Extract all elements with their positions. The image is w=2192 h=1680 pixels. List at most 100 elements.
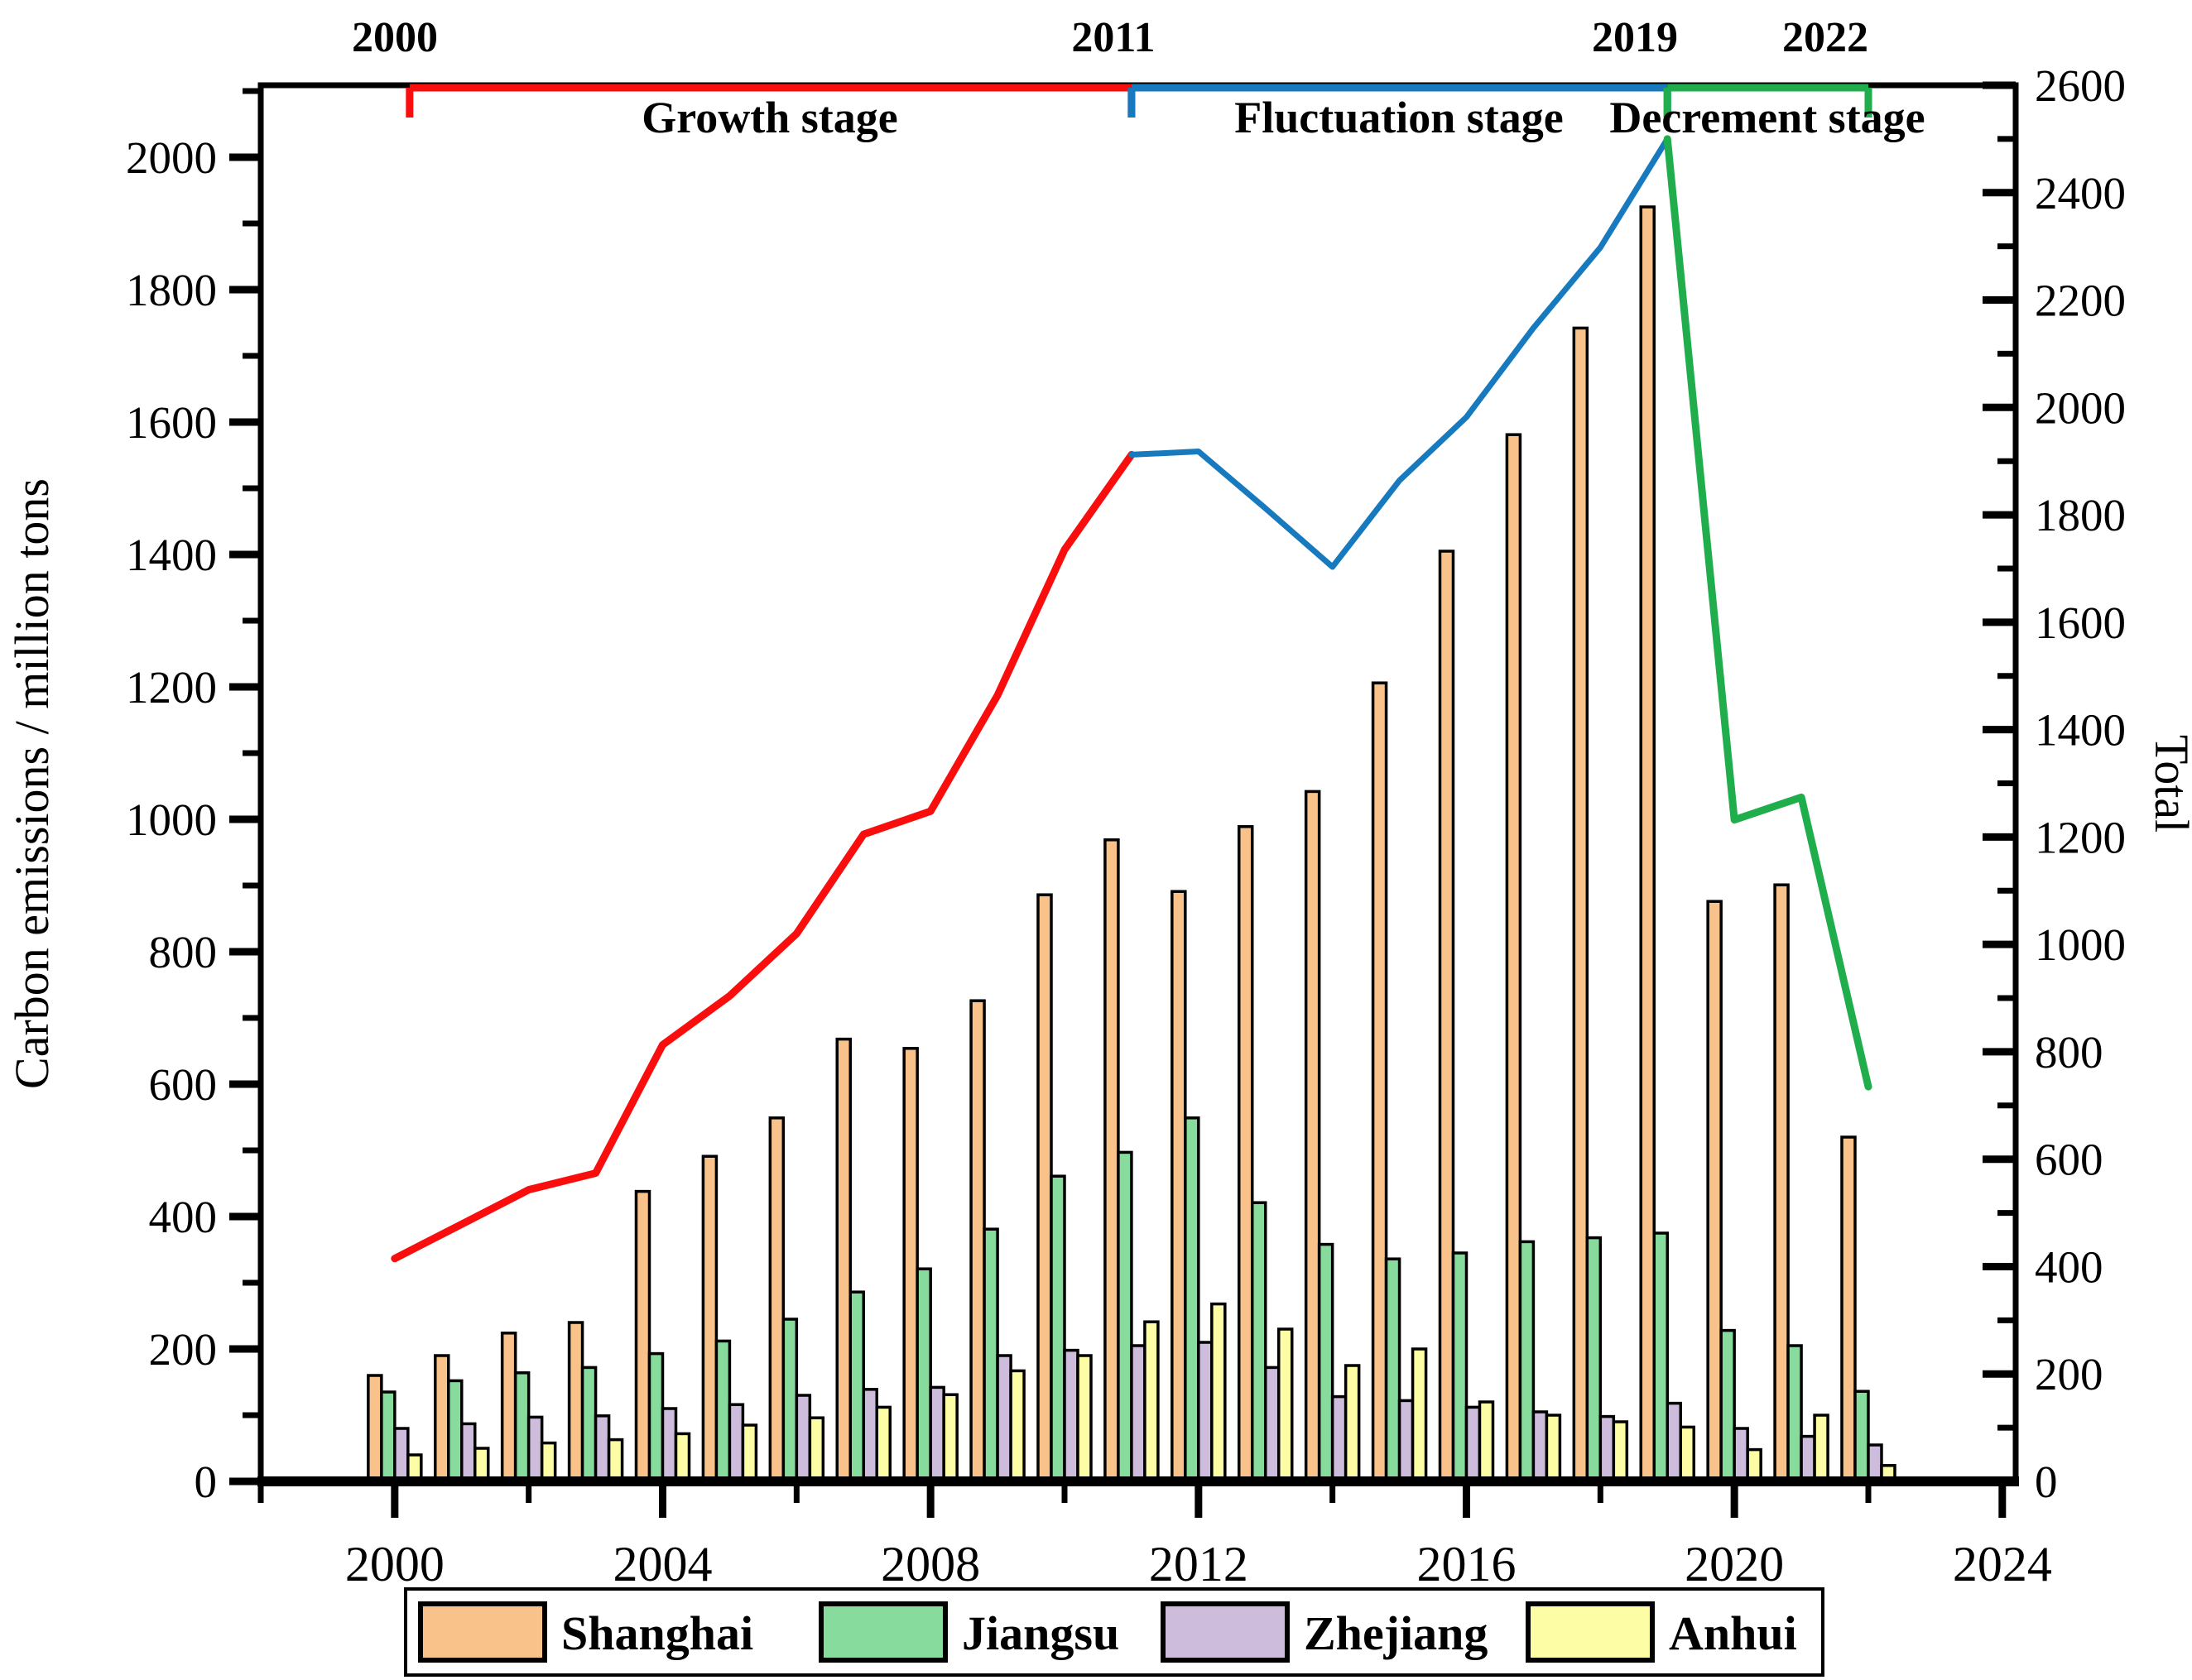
right-tick-label: 1600 bbox=[2035, 598, 2126, 648]
bar-jiangsu-2008 bbox=[916, 1267, 932, 1483]
left-tick-label: 1000 bbox=[126, 794, 217, 845]
bar-anhui-2006 bbox=[808, 1416, 825, 1483]
bar-shanghai-2008 bbox=[902, 1047, 919, 1483]
bar-anhui-2007 bbox=[875, 1405, 892, 1483]
bar-jiangsu-2009 bbox=[983, 1227, 999, 1483]
left-tick-label: 600 bbox=[149, 1059, 218, 1110]
right-tick-label: 1200 bbox=[2035, 812, 2126, 862]
right-tick-label: 2400 bbox=[2035, 168, 2126, 218]
bar-shanghai-2009 bbox=[969, 999, 986, 1483]
bar-zhejiang-2004 bbox=[661, 1407, 678, 1483]
bar-zhejiang-2000 bbox=[393, 1427, 410, 1483]
right-tick-label: 400 bbox=[2035, 1241, 2103, 1292]
bar-jiangsu-2001 bbox=[446, 1379, 464, 1483]
bar-zhejiang-2018 bbox=[1598, 1414, 1616, 1483]
bar-shanghai-2019 bbox=[1639, 205, 1656, 1483]
bar-zhejiang-2010 bbox=[1063, 1348, 1079, 1483]
left-tick-label: 0 bbox=[195, 1457, 218, 1507]
bar-jiangsu-2022 bbox=[1853, 1390, 1870, 1483]
bar-jiangsu-2005 bbox=[714, 1339, 732, 1483]
bar-anhui-2015 bbox=[1411, 1347, 1428, 1483]
bar-jiangsu-2011 bbox=[1117, 1150, 1133, 1483]
x-tick-label: 2004 bbox=[613, 1537, 712, 1591]
bar-anhui-2002 bbox=[540, 1441, 557, 1483]
x-tick-label: 2024 bbox=[1953, 1537, 2052, 1591]
bar-jiangsu-2014 bbox=[1317, 1242, 1334, 1483]
bar-anhui-2005 bbox=[741, 1423, 758, 1483]
bar-anhui-2016 bbox=[1478, 1400, 1495, 1483]
bar-zhejiang-2020 bbox=[1733, 1427, 1749, 1483]
bar-jiangsu-2019 bbox=[1652, 1231, 1669, 1483]
right-tick-label: 2200 bbox=[2035, 276, 2126, 326]
bar-zhejiang-2016 bbox=[1464, 1405, 1482, 1483]
right-tick-label: 0 bbox=[2035, 1457, 2058, 1507]
right-tick-label: 200 bbox=[2035, 1349, 2103, 1399]
bar-anhui-2013 bbox=[1276, 1327, 1294, 1483]
legend-label-anhui: Anhui bbox=[1669, 1606, 1797, 1660]
breakpoint-year-2022: 2022 bbox=[1782, 14, 1868, 61]
left-tick-label: 1800 bbox=[126, 265, 217, 315]
bar-zhejiang-2009 bbox=[996, 1354, 1012, 1483]
breakpoint-year-2000: 2000 bbox=[352, 14, 438, 61]
bar-zhejiang-2001 bbox=[459, 1422, 477, 1483]
stage-label-decrement: Decrement stage bbox=[1609, 93, 1925, 142]
right-axis-title: Total bbox=[2145, 735, 2192, 833]
legend-swatch-shanghai bbox=[418, 1601, 547, 1663]
left-axis-title: Carbon emissions / million tons bbox=[5, 478, 59, 1089]
bar-shanghai-2006 bbox=[768, 1116, 786, 1483]
bar-zhejiang-2015 bbox=[1397, 1399, 1415, 1483]
legend: Shanghai Jiangsu Zhejiang Anhui bbox=[404, 1587, 1824, 1677]
x-tick-label: 2012 bbox=[1149, 1537, 1248, 1591]
right-tick-label: 1400 bbox=[2035, 705, 2126, 756]
bar-jiangsu-2000 bbox=[380, 1390, 397, 1483]
legend-swatch-zhejiang bbox=[1161, 1601, 1290, 1663]
right-tick-label: 2600 bbox=[2035, 60, 2126, 111]
bar-anhui-2011 bbox=[1143, 1320, 1160, 1483]
bar-anhui-2021 bbox=[1813, 1414, 1829, 1483]
bar-shanghai-2010 bbox=[1036, 893, 1053, 1483]
bar-shanghai-2015 bbox=[1371, 681, 1388, 1483]
legend-label-zhejiang: Zhejiang bbox=[1304, 1606, 1488, 1660]
bar-jiangsu-2006 bbox=[781, 1318, 799, 1483]
bar-jiangsu-2007 bbox=[848, 1290, 865, 1483]
bar-zhejiang-2017 bbox=[1531, 1410, 1549, 1483]
bar-jiangsu-2017 bbox=[1518, 1240, 1536, 1483]
bar-zhejiang-2022 bbox=[1867, 1443, 1883, 1483]
left-tick-label: 1200 bbox=[126, 662, 217, 713]
x-tick-label: 2000 bbox=[345, 1537, 445, 1591]
bar-zhejiang-2019 bbox=[1666, 1401, 1682, 1483]
x-tick-label: 2020 bbox=[1685, 1537, 1784, 1591]
total-line-2011-2019 bbox=[1128, 136, 1670, 570]
breakpoint-year-2011: 2011 bbox=[1071, 14, 1155, 61]
bar-shanghai-2021 bbox=[1773, 883, 1790, 1483]
bar-zhejiang-2002 bbox=[526, 1415, 544, 1483]
bar-jiangsu-2002 bbox=[513, 1371, 531, 1483]
bar-shanghai-2020 bbox=[1706, 900, 1723, 1483]
bar-zhejiang-2006 bbox=[795, 1394, 812, 1483]
right-tick-label: 2000 bbox=[2035, 382, 2126, 433]
x-tick-label: 2008 bbox=[881, 1537, 980, 1591]
bar-zhejiang-2008 bbox=[929, 1385, 945, 1483]
bar-zhejiang-2005 bbox=[728, 1403, 745, 1483]
legend-label-shanghai: Shanghai bbox=[561, 1606, 753, 1660]
bar-jiangsu-2012 bbox=[1184, 1116, 1200, 1483]
bar-shanghai-2002 bbox=[500, 1332, 517, 1483]
bar-zhejiang-2014 bbox=[1330, 1394, 1348, 1483]
right-tick-label: 1000 bbox=[2035, 919, 2126, 970]
bar-shanghai-2017 bbox=[1505, 433, 1522, 1483]
bar-jiangsu-2013 bbox=[1250, 1201, 1267, 1483]
bar-anhui-2004 bbox=[674, 1432, 691, 1483]
stage-label-fluctuation: Fluctuation stage bbox=[1234, 93, 1564, 142]
bar-anhui-2019 bbox=[1679, 1425, 1695, 1483]
total-line-2000-2011 bbox=[391, 450, 1136, 1263]
bar-anhui-2010 bbox=[1076, 1354, 1093, 1483]
bar-jiangsu-2003 bbox=[580, 1366, 598, 1483]
bar-anhui-2018 bbox=[1612, 1420, 1629, 1483]
bar-jiangsu-2015 bbox=[1384, 1257, 1401, 1483]
bar-zhejiang-2013 bbox=[1263, 1366, 1281, 1483]
bar-jiangsu-2020 bbox=[1719, 1328, 1736, 1483]
left-tick-label: 2000 bbox=[126, 132, 217, 183]
bar-jiangsu-2010 bbox=[1050, 1174, 1066, 1483]
